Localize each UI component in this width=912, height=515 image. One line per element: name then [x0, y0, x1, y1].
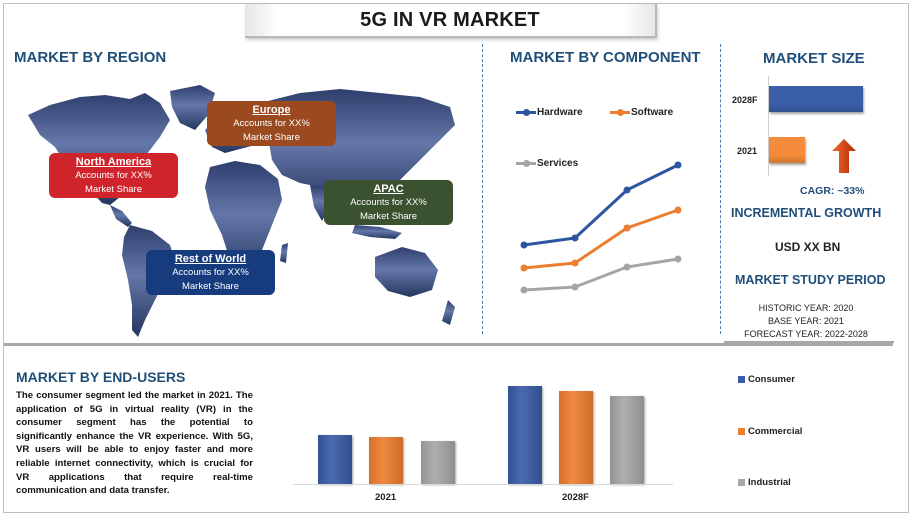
divider-study-period: [724, 341, 894, 343]
market-size-heading: MARKET SIZE: [763, 50, 865, 67]
legend-swatch-icon: [738, 479, 745, 486]
legend-consumer: Consumer: [738, 374, 795, 385]
market-size-axis: [768, 76, 769, 176]
end-users-heading: MARKET BY END-USERS: [16, 369, 186, 385]
region-share-line: Accounts for XX%: [75, 170, 152, 181]
legend-industrial: Industrial: [738, 477, 791, 488]
region-name: Europe: [252, 104, 291, 116]
end-users-description: The consumer segment led the market in 2…: [16, 390, 253, 497]
line-marker-icon: [516, 159, 536, 167]
divider-vertical-1: [482, 44, 483, 334]
region-share-line: Accounts for XX%: [350, 197, 427, 208]
divider-horizontal-left: [4, 343, 194, 346]
divider-horizontal: [150, 343, 893, 346]
legend-swatch-icon: [738, 376, 745, 383]
legend-label: Services: [537, 158, 579, 169]
legend-services: Services: [516, 158, 578, 169]
legend-label: Commercial: [748, 426, 803, 437]
forecast-year: FORECAST YEAR: 2022-2028: [744, 329, 868, 339]
region-name: Rest of World: [174, 253, 247, 265]
historic-year: HISTORIC YEAR: 2020: [758, 303, 854, 313]
region-name: APAC: [373, 183, 404, 195]
region-share-line: Market Share: [181, 281, 240, 292]
legend-label: Hardware: [537, 107, 583, 118]
region-share-line: Market Share: [242, 132, 301, 143]
line-marker-icon: [610, 108, 630, 116]
region-box-rest-of-world: Rest of World Accounts for XX% Market Sh…: [146, 250, 275, 295]
x-label-2021: 2021: [375, 492, 397, 503]
bar-commercial-2028f: [559, 391, 593, 484]
region-box-apac: APAC Accounts for XX% Market Share: [324, 180, 453, 225]
end-users-axis: [293, 484, 673, 485]
market-size-label-2021: 2021: [737, 146, 758, 156]
market-size-label-2028f: 2028F: [732, 95, 758, 105]
divider-vertical-2: [720, 44, 721, 334]
title-banner: 5G IN VR MARKET: [245, 4, 657, 38]
page-title: 5G IN VR MARKET: [360, 8, 540, 31]
component-heading: MARKET BY COMPONENT: [510, 49, 701, 66]
legend-label: Industrial: [748, 477, 791, 488]
region-heading: MARKET BY REGION: [14, 49, 167, 66]
market-size-bar: [769, 137, 805, 163]
region-box-north-america: North America Accounts for XX% Market Sh…: [49, 153, 178, 198]
infographic-frame: [3, 3, 909, 513]
study-period-details: HISTORIC YEAR: 2020 BASE YEAR: 2021 FORE…: [722, 302, 890, 341]
up-arrow-icon: [832, 139, 856, 173]
region-box-europe: Europe Accounts for XX% Market Share: [207, 101, 336, 146]
study-period-heading: MARKET STUDY PERIOD: [735, 273, 886, 287]
bar-commercial-2021: [369, 437, 403, 484]
legend-hardware: Hardware: [516, 107, 583, 118]
bar-consumer-2021: [318, 435, 352, 484]
cagr-value: CAGR: ~33%: [800, 185, 865, 197]
bar-industrial-2021: [421, 441, 455, 484]
legend-software: Software: [610, 107, 673, 118]
base-year: BASE YEAR: 2021: [768, 316, 844, 326]
region-share-line: Accounts for XX%: [172, 267, 249, 278]
incremental-growth-heading: INCREMENTAL GROWTH: [731, 206, 882, 220]
bar-consumer-2028f: [508, 386, 542, 484]
legend-commercial: Commercial: [738, 426, 802, 437]
legend-label: Software: [631, 107, 674, 118]
region-share-line: Market Share: [84, 184, 143, 195]
incremental-growth-value: USD XX BN: [775, 240, 841, 254]
legend-swatch-icon: [738, 428, 745, 435]
region-share-line: Accounts for XX%: [233, 118, 310, 129]
market-size-bar: [769, 86, 863, 112]
region-share-line: Market Share: [359, 211, 418, 222]
x-label-2028f: 2028F: [562, 492, 589, 503]
region-name: North America: [75, 156, 152, 168]
line-marker-icon: [516, 108, 536, 116]
bar-industrial-2028f: [610, 396, 644, 484]
legend-label: Consumer: [748, 374, 795, 385]
